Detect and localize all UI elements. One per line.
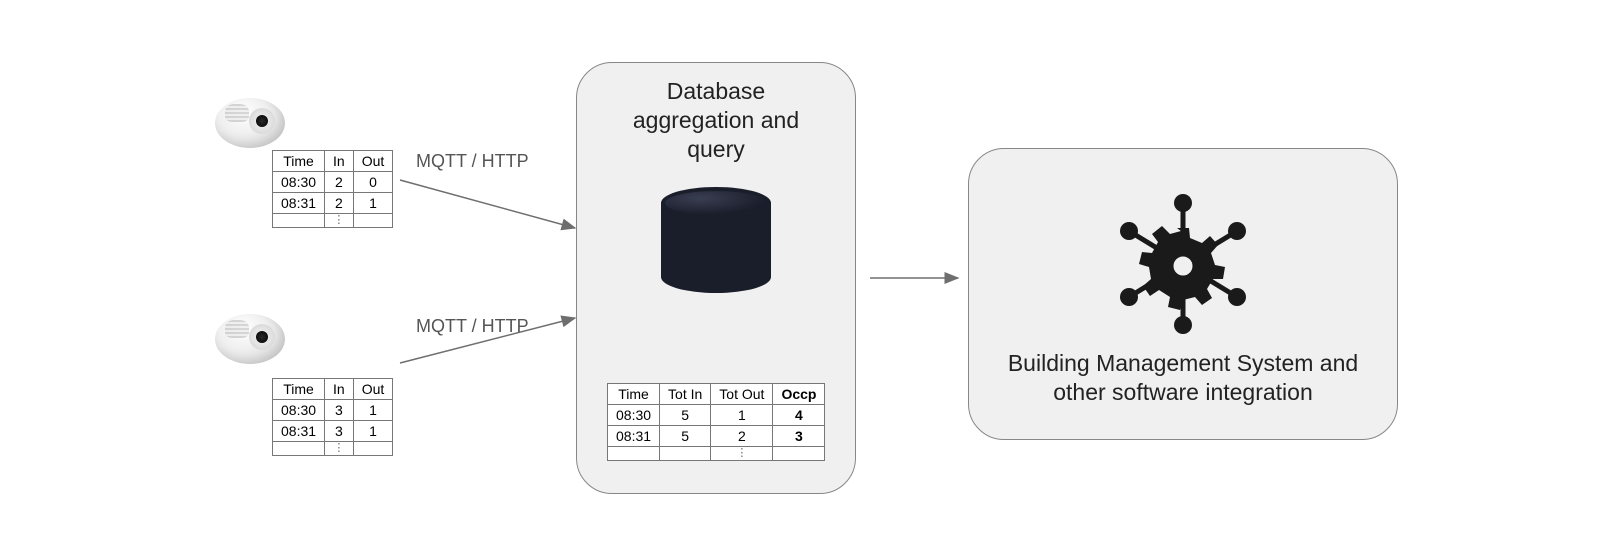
table-row: 08:30 5 1 4	[608, 405, 825, 426]
sensor-grille	[225, 320, 249, 338]
sensor-lens-ring	[249, 108, 275, 134]
col-time: Time	[273, 379, 325, 400]
camera-lens-icon	[256, 115, 268, 127]
col-in: In	[325, 151, 354, 172]
sensor-device-1	[215, 98, 295, 153]
sensor-grille	[225, 104, 249, 122]
db-panel-title: Database aggregation and query	[577, 63, 855, 163]
col-out: Out	[353, 379, 393, 400]
col-in: In	[325, 379, 354, 400]
ellipsis-row	[273, 442, 393, 456]
bms-panel-title: Building Management System and other sof…	[969, 349, 1397, 407]
col-occp: Occp	[773, 384, 825, 405]
col-totout: Tot Out	[711, 384, 773, 405]
sensor-body	[215, 314, 285, 364]
table-row: 08:31 5 2 3	[608, 426, 825, 447]
table-row: 08:30 3 1	[273, 400, 393, 421]
table-row: 08:31 3 1	[273, 421, 393, 442]
sensor2-table: Time In Out 08:30 3 1 08:31 3 1	[272, 378, 393, 456]
ellipsis-row	[273, 214, 393, 228]
gear-network-icon	[1093, 189, 1273, 339]
col-time: Time	[273, 151, 325, 172]
protocol-label-2: MQTT / HTTP	[416, 316, 529, 337]
diagram-canvas: Time In Out 08:30 2 0 08:31 2 1 Time In …	[0, 0, 1600, 540]
database-panel: Database aggregation and query Time Tot …	[576, 62, 856, 494]
sensor1-table: Time In Out 08:30 2 0 08:31 2 1	[272, 150, 393, 228]
db-title-line3: query	[687, 136, 745, 162]
bms-title-line2: other software integration	[1053, 379, 1313, 405]
camera-lens-icon	[256, 331, 268, 343]
col-totin: Tot In	[660, 384, 711, 405]
table-row: 08:30 2 0	[273, 172, 393, 193]
ellipsis-row	[608, 447, 825, 461]
col-out: Out	[353, 151, 393, 172]
table-row: 08:31 2 1	[273, 193, 393, 214]
aggregated-table: Time Tot In Tot Out Occp 08:30 5 1 4 08:…	[607, 383, 825, 461]
sensor-device-2	[215, 314, 295, 369]
db-title-line1: Database	[667, 78, 765, 104]
bms-title-line1: Building Management System and	[1008, 350, 1358, 376]
col-time: Time	[608, 384, 660, 405]
bms-panel: Building Management System and other sof…	[968, 148, 1398, 440]
sensor-body	[215, 98, 285, 148]
protocol-label-1: MQTT / HTTP	[416, 151, 529, 172]
sensor-lens-ring	[249, 324, 275, 350]
arrow-sensor1-to-db	[400, 180, 575, 228]
db-title-line2: aggregation and	[633, 107, 799, 133]
database-icon	[661, 187, 771, 293]
